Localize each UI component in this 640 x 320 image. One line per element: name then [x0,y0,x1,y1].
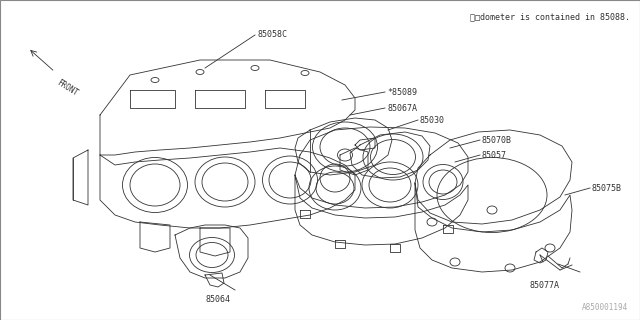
Text: 85070B: 85070B [482,135,512,145]
Text: 85075B: 85075B [592,183,622,193]
Text: ※□dometer is contained in 85088.: ※□dometer is contained in 85088. [470,12,630,21]
Text: 85057: 85057 [482,150,507,159]
Text: FRONT: FRONT [55,78,79,98]
Text: A850001194: A850001194 [582,303,628,312]
Text: 85077A: 85077A [530,281,560,290]
Text: 85067A: 85067A [387,103,417,113]
Text: 85064: 85064 [205,295,230,305]
Text: 85030: 85030 [420,116,445,124]
Text: 85058C: 85058C [257,29,287,38]
Text: *85089: *85089 [387,87,417,97]
